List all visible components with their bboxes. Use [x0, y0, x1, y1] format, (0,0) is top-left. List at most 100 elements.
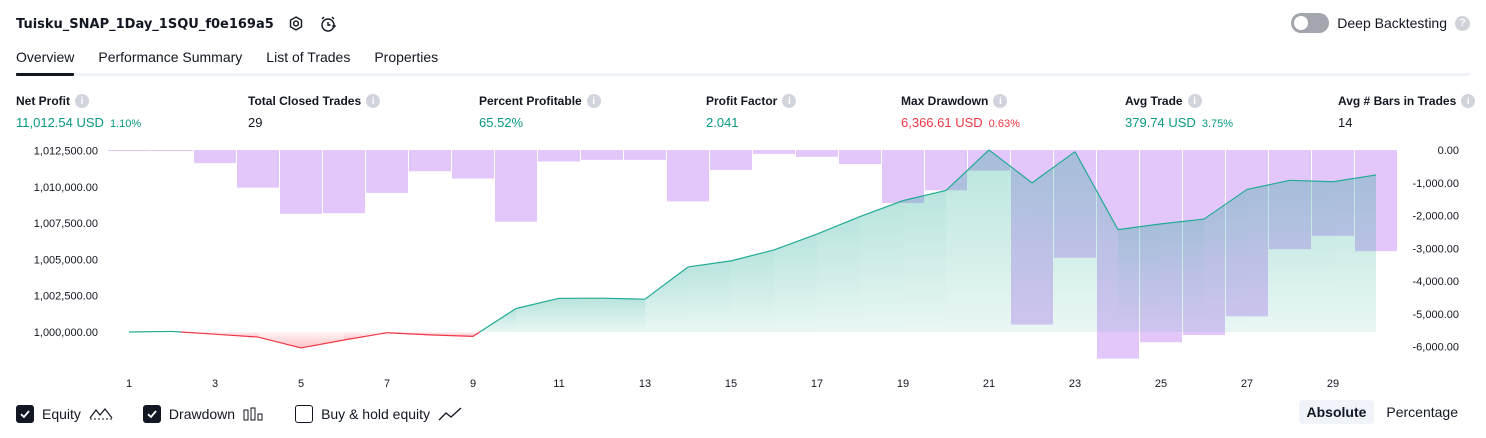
header-bar: Tuisku_SNAP_1Day_1SQU_f0e169a5 [16, 12, 338, 36]
stat-value: 11,012.54 USD [16, 115, 104, 130]
x-tick-label: 3 [212, 378, 218, 390]
equity-area-segment [1032, 151, 1075, 332]
equity-line-segment [1117, 223, 1162, 231]
equity-line-segment [472, 331, 481, 337]
equity-tick-label: 1,012,500.00 [34, 146, 98, 158]
legend-drawdown[interactable]: Drawdown [142, 405, 265, 423]
equity-line-segment [730, 249, 775, 262]
equity-line-segment [601, 297, 646, 300]
equity-line-icon [89, 406, 113, 422]
equity-line-segment [300, 339, 345, 349]
equity-line-segment [257, 336, 302, 349]
equity-line-segment [816, 216, 861, 235]
equity-line-segment [1332, 174, 1377, 183]
tab-performance-summary[interactable]: Performance Summary [98, 49, 243, 65]
equity-area-segment [559, 298, 602, 332]
equity-line-segment [687, 260, 732, 268]
info-icon[interactable]: i [1461, 94, 1476, 108]
equity-area-segment [946, 149, 989, 332]
drawdown-tick-label: -1,000.00 [1413, 178, 1459, 190]
checkbox[interactable] [295, 405, 314, 423]
equity-tick-label: 1,000,000.00 [34, 327, 98, 339]
checkbox[interactable] [16, 405, 34, 423]
x-tick-label: 13 [639, 378, 651, 390]
alarm-clock-icon[interactable] [318, 14, 338, 34]
stat-label: Total Closed Trades [248, 94, 362, 108]
equity-line-segment [343, 332, 388, 341]
info-icon[interactable]: i [1187, 94, 1202, 108]
percentage-button[interactable]: Percentage [1386, 404, 1458, 420]
tab-properties[interactable]: Properties [374, 49, 439, 65]
legend-label: Drawdown [168, 406, 236, 422]
equity-area-segment [602, 298, 645, 332]
x-tick-label: 5 [298, 378, 304, 390]
equity-area-segment [516, 298, 559, 332]
equity-area-segment [645, 266, 688, 332]
settings-icon[interactable] [286, 14, 306, 34]
equity-area-segment [688, 260, 731, 332]
tab-overview[interactable]: Overview [16, 46, 75, 76]
drawdown-bar [581, 150, 623, 160]
equity-area-segment [1333, 174, 1376, 332]
drawdown-tick-label: -4,000.00 [1413, 276, 1459, 288]
drawdown-bar [366, 150, 408, 193]
info-icon[interactable]: i [993, 94, 1008, 108]
info-icon[interactable]: i [782, 94, 797, 108]
equity-area-segment [860, 200, 903, 332]
x-tick-label: 1 [126, 378, 132, 390]
stat-total-closed-trades: Total Closed Trades i 29 [248, 93, 381, 131]
info-icon[interactable]: i [586, 94, 601, 108]
equity-area-segment [1247, 180, 1290, 332]
equity-line-segment [644, 266, 689, 300]
drawdown-bar [882, 150, 924, 204]
legend-buy-hold[interactable]: Buy & hold equity [295, 405, 462, 423]
stat-percent-profitable: Percent Profitable i 65.52% [479, 93, 601, 131]
help-icon[interactable]: ? [1455, 15, 1470, 31]
equity-area-segment [903, 190, 946, 332]
deep-backtesting-toggle[interactable] [1291, 13, 1330, 33]
absolute-button[interactable]: Absolute [1298, 400, 1375, 424]
stat-max-drawdown: Max Drawdown i 6,366.61 USD 0.63% [901, 93, 1020, 131]
x-tick-label: 27 [1241, 378, 1253, 390]
equity-line-segment [1074, 151, 1119, 230]
chart-legend: Equity Drawdown Buy & hold equity [16, 404, 492, 424]
equity-line-segment [515, 297, 560, 310]
x-tick-label: 29 [1327, 378, 1339, 390]
equity-tick-label: 1,005,000.00 [34, 254, 98, 266]
equity-tick-label: 1,007,500.00 [34, 218, 98, 230]
x-tick-label: 11 [553, 378, 564, 390]
drawdown-axis: 0.00 -1,000.00 -2,000.00 -3,000.00 -4,000.00… [1413, 145, 1459, 354]
stat-avg-bars: Avg # Bars in Trades i 14 [1338, 93, 1476, 131]
equity-area-segment [1290, 180, 1333, 332]
stat-value: 6,366.61 USD [901, 115, 983, 130]
equity-area-segment [774, 234, 817, 332]
drawdown-bar [667, 150, 709, 202]
stat-percent: 1.10% [109, 118, 142, 130]
drawdown-tick-label: -5,000.00 [1413, 309, 1459, 321]
info-icon[interactable]: i [75, 94, 89, 108]
stat-percent: 0.63% [988, 118, 1020, 130]
stat-percent: 3.75% [1201, 118, 1234, 130]
equity-line-segment [902, 189, 947, 202]
strategy-title: Tuisku_SNAP_1Day_1SQU_f0e169a5 [16, 16, 274, 32]
drawdown-bar [237, 150, 279, 188]
stat-avg-trade: Avg Trade i 379.74 USD 3.75% [1125, 93, 1233, 131]
x-tick-label: 7 [384, 378, 390, 390]
drawdown-tick-label: 0.00 [1438, 145, 1459, 157]
equity-area-segment [989, 149, 1032, 332]
x-tick-label: 17 [811, 378, 823, 390]
checkbox[interactable] [142, 405, 161, 423]
drawdown-bar [452, 150, 494, 179]
drawdown-bar [280, 150, 322, 214]
tab-list-of-trades[interactable]: List of Trades [266, 49, 351, 65]
drawdown-tick-label: -2,000.00 [1413, 211, 1459, 223]
info-icon[interactable]: i [366, 94, 381, 108]
x-tick-label: 25 [1155, 378, 1167, 390]
equity-line-segment [429, 334, 474, 337]
stat-label: Profit Factor [706, 94, 778, 108]
legend-equity[interactable]: Equity [16, 405, 113, 423]
equity-drawdown-chart[interactable]: 1,012,500.00 1,010,000.00 1,007,500.00 1,00… [0, 138, 1486, 394]
drawdown-bar [753, 150, 795, 154]
deep-backtesting-label: Deep Backtesting [1337, 15, 1447, 31]
equity-line-segment [988, 149, 1033, 184]
